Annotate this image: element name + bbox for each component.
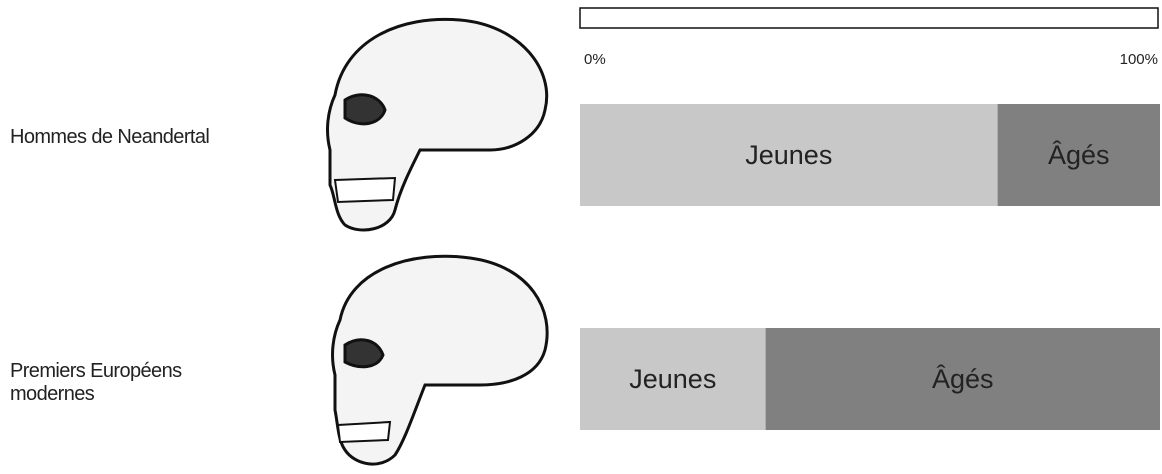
category-label: Hommes de Neandertal [10,126,260,149]
skull [328,19,547,230]
scale-frame [580,8,1158,28]
segment-label: Âgés [1048,139,1110,170]
x-tick-label: 100% [1120,51,1158,68]
category-label: Premiers Européens modernes [10,360,260,406]
page: 0% 100% Jeunes Âgés Jeunes Âgés Hommes de Nea… [0,0,1162,474]
x-tick-label: 0% [584,51,606,68]
segment-label: Âgés [932,363,994,394]
segment-label: Jeunes [629,364,716,394]
skull [333,256,548,464]
segment-label: Jeunes [745,140,832,170]
